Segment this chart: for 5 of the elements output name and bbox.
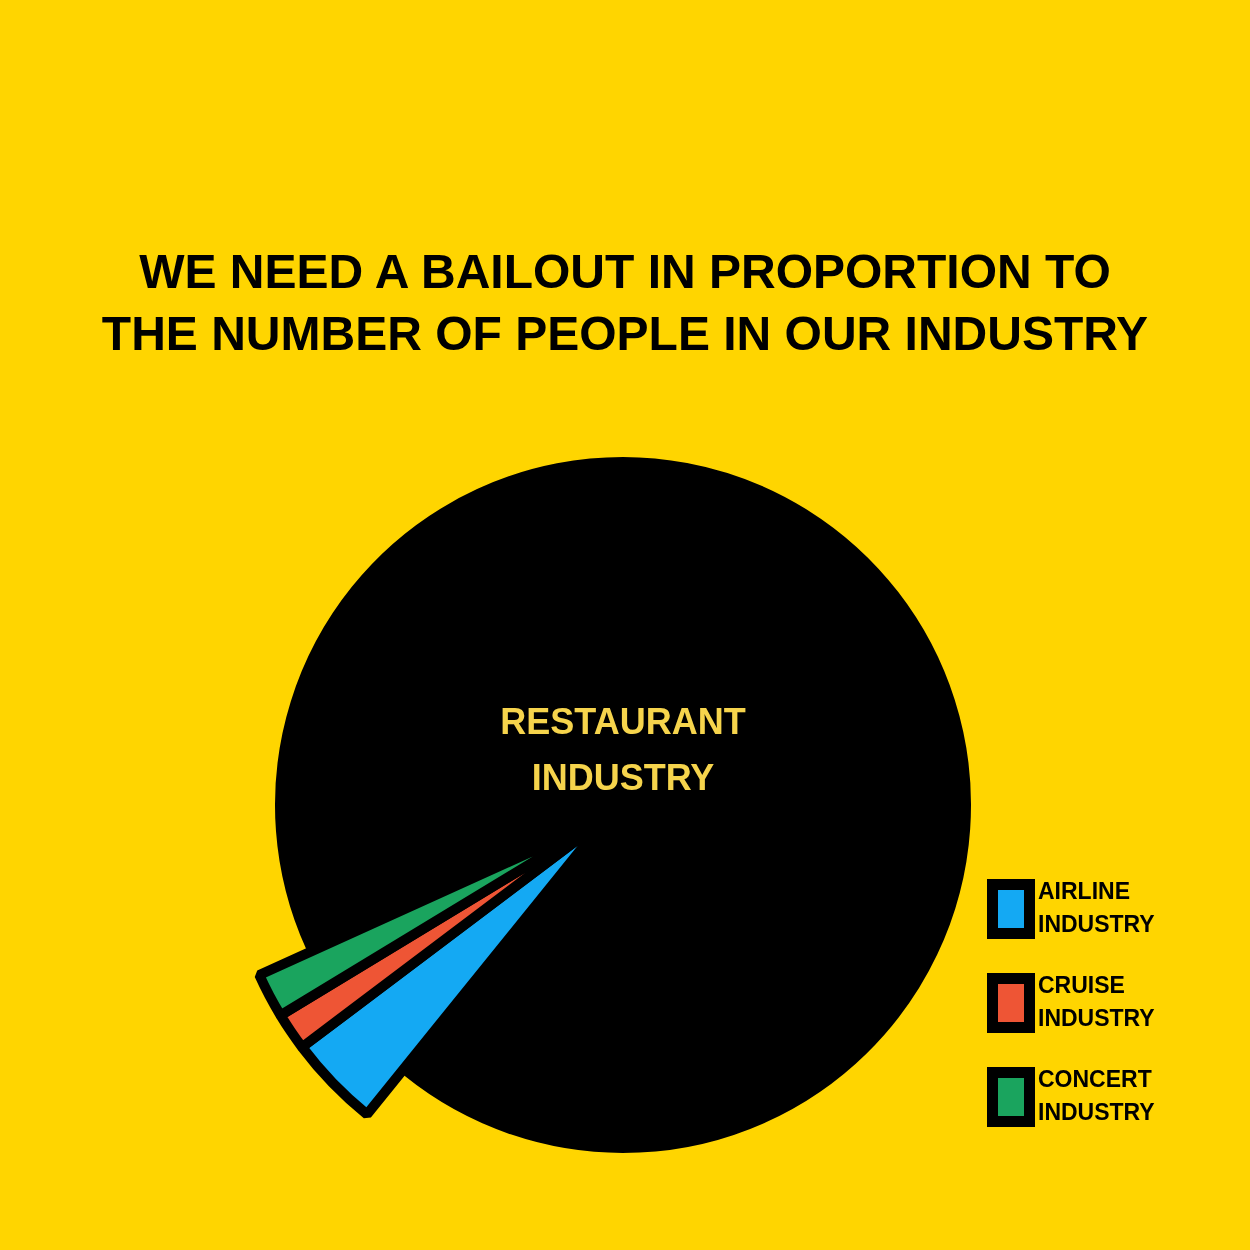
legend-label: CONCERT INDUSTRY	[1038, 1065, 1156, 1127]
legend-label: AIRLINE INDUSTRY	[1038, 877, 1156, 939]
legend-label: CRUISE INDUSTRY	[1038, 971, 1156, 1033]
slice-label: RESTAURANT INDUSTRY	[500, 700, 746, 798]
chart-title: WE NEED A BAILOUT IN PROPORTION TO THE NUMBER OF PEOPLE IN OUR INDUSTRY	[100, 244, 1150, 362]
